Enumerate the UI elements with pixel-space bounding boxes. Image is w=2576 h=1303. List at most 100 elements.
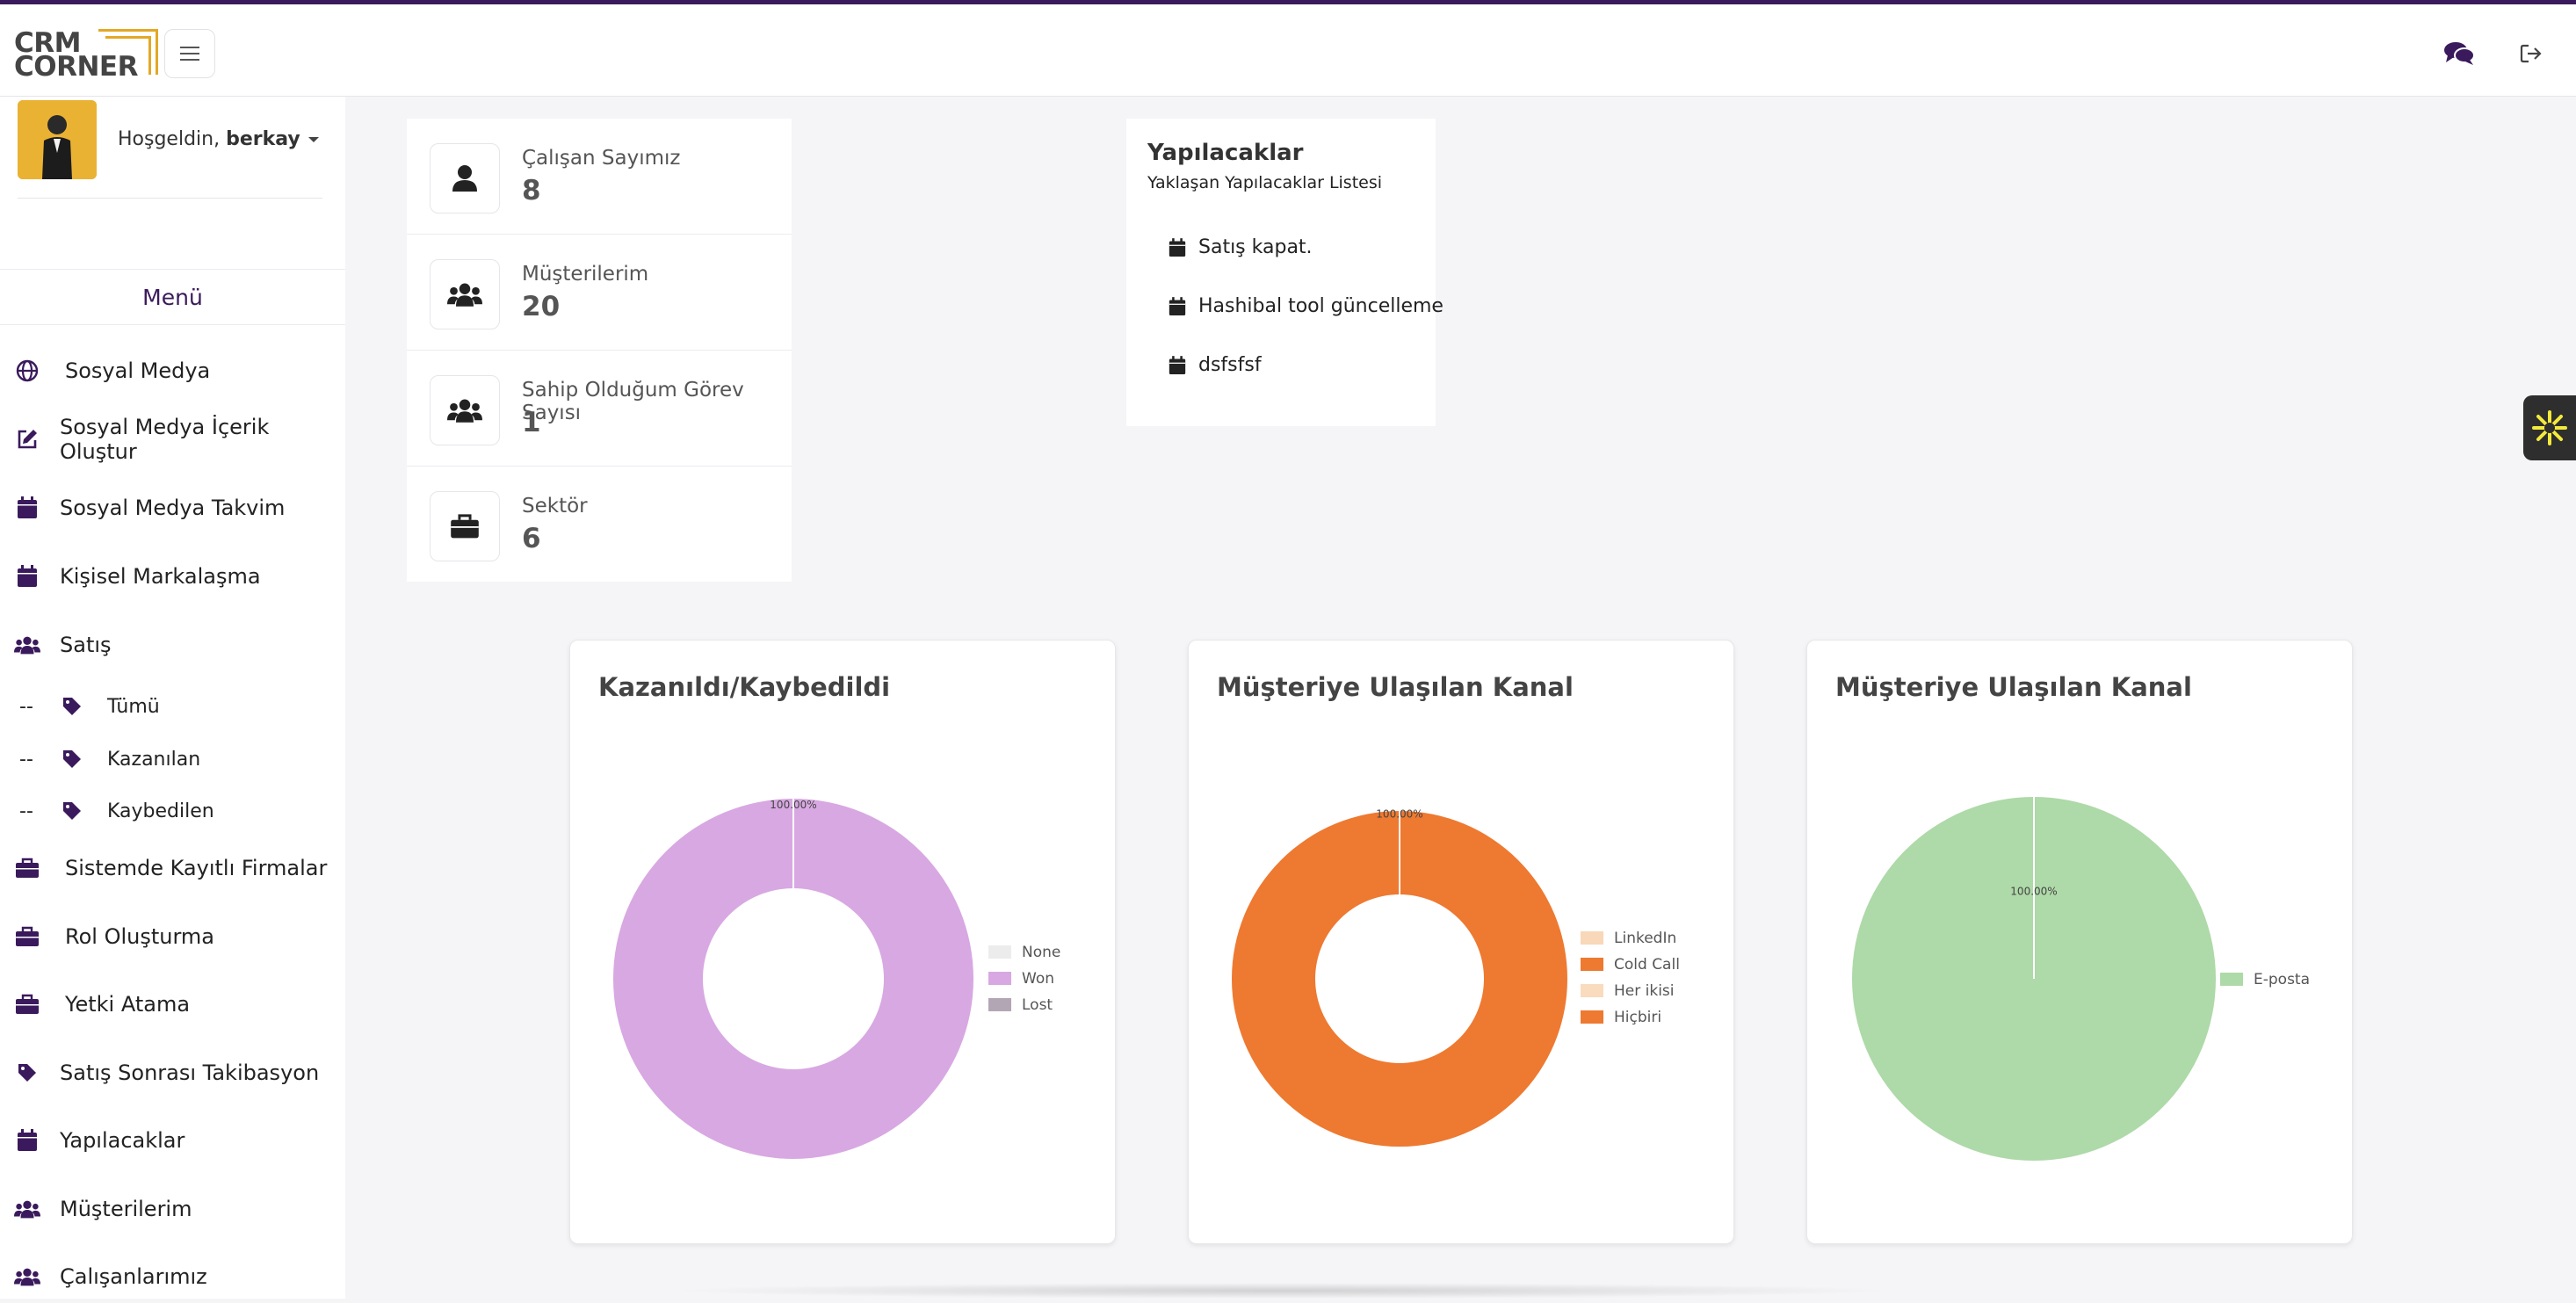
sub-label: Tümü bbox=[107, 696, 160, 718]
asterisk-icon bbox=[2532, 410, 2567, 445]
sidebar-item-kayitli-firmalar[interactable]: Sistemde Kayıtlı Firmalar bbox=[0, 842, 345, 894]
tag-icon bbox=[14, 1060, 40, 1086]
avatar bbox=[18, 100, 97, 179]
todo-item-text: Hashibal tool güncelleme bbox=[1198, 295, 1444, 317]
todo-item[interactable]: dsfsfsf bbox=[1169, 352, 1432, 382]
chart-card-kanal-2: Müşteriye Ulaşılan Kanal 100.00% E-posta bbox=[1806, 640, 2353, 1244]
user-dropdown[interactable]: Hoşgeldin, berkay bbox=[118, 128, 319, 150]
sidebar-item-satis-sonrasi[interactable]: Satış Sonrası Takibasyon bbox=[0, 1046, 345, 1099]
donut-hole bbox=[1315, 894, 1484, 1063]
users-icon bbox=[14, 632, 40, 658]
briefcase-icon bbox=[14, 855, 40, 881]
sidebar-item-label: Müşterilerim bbox=[60, 1197, 192, 1221]
sidebar-item-calisanlarimiz[interactable]: Çalışanlarımız bbox=[0, 1250, 345, 1303]
stat-sektor: Sektör 6 bbox=[407, 467, 792, 583]
legend-swatch bbox=[988, 972, 1011, 985]
calendar-icon bbox=[1169, 356, 1188, 377]
sidebar-item-rol-olusturma[interactable]: Rol Oluşturma bbox=[0, 910, 345, 963]
sidebar-subitem-kaybedilen[interactable]: -- Kaybedilen bbox=[0, 790, 345, 836]
sidebar-subitem-kazanilan[interactable]: -- Kazanılan bbox=[0, 738, 345, 784]
legend-label[interactable]: E-posta bbox=[2254, 971, 2310, 988]
legend-label[interactable]: Cold Call bbox=[1614, 956, 1680, 974]
legend-label[interactable]: Her ikisi bbox=[1614, 982, 1675, 1000]
edit-icon bbox=[14, 426, 40, 452]
stat-calisan-sayisi: Çalışan Sayımız 8 bbox=[407, 119, 792, 235]
bottom-shadow bbox=[668, 1283, 1898, 1299]
calendar-icon bbox=[14, 495, 40, 521]
comments-icon bbox=[2444, 42, 2475, 65]
chat-button[interactable] bbox=[2442, 36, 2477, 71]
sidebar-item-satis[interactable]: Satış bbox=[0, 619, 345, 671]
legend-label[interactable]: Lost bbox=[1022, 996, 1053, 1014]
sidebar-subitem-tumu[interactable]: -- Tümü bbox=[0, 685, 345, 731]
todo-item[interactable]: Hashibal tool güncelleme bbox=[1169, 293, 1444, 323]
donut-hole bbox=[703, 888, 884, 1069]
stat-value: 1 bbox=[522, 407, 541, 438]
user-panel: Hoşgeldin, berkay bbox=[18, 100, 322, 199]
chart-title: Kazanıldı/Kaybedildi bbox=[598, 672, 891, 702]
donut-chart-kanal: 100.00% LinkedIn Cold Call Her ikisi Hiçbiri bbox=[1232, 808, 1680, 1147]
legend-swatch bbox=[1581, 984, 1603, 997]
legend-label[interactable]: None bbox=[1022, 944, 1060, 961]
sidebar-item-yapilacaklar[interactable]: Yapılacaklar bbox=[0, 1114, 345, 1167]
data-label: 100.00% bbox=[2010, 886, 2057, 898]
sidebar-item-sosyal-medya[interactable]: Sosyal Medya bbox=[0, 344, 345, 397]
crm-corner-logo[interactable]: CRM CORNER bbox=[14, 27, 158, 83]
legend-label[interactable]: Won bbox=[1022, 970, 1054, 988]
users-icon bbox=[14, 1263, 40, 1290]
sidebar-item-icerik-olustur[interactable]: Sosyal Medya İçerik Oluştur bbox=[0, 413, 345, 466]
todo-title: Yapılacaklar bbox=[1147, 140, 1304, 166]
users-icon bbox=[14, 1196, 40, 1222]
sub-dash: -- bbox=[19, 696, 33, 718]
legend-swatch bbox=[988, 945, 1011, 959]
sub-dash: -- bbox=[19, 800, 33, 822]
legend-label[interactable]: Hiçbiri bbox=[1614, 1009, 1661, 1026]
users-icon bbox=[430, 375, 500, 445]
chart-card-kanal-1: Müşteriye Ulaşılan Kanal 100.00% LinkedIn… bbox=[1188, 640, 1734, 1244]
data-label: 100.00% bbox=[770, 799, 816, 811]
sidebar-item-label: Yetki Atama bbox=[65, 992, 191, 1017]
calendar-icon bbox=[14, 563, 40, 590]
todo-item-text: dsfsfsf bbox=[1198, 354, 1262, 376]
sidebar-item-yetki-atama[interactable]: Yetki Atama bbox=[0, 978, 345, 1031]
chart-title: Müşteriye Ulaşılan Kanal bbox=[1217, 672, 1574, 702]
legend-swatch bbox=[1581, 1010, 1603, 1024]
logout-button[interactable] bbox=[2514, 36, 2549, 71]
sidebar-item-label: Satış Sonrası Takibasyon bbox=[60, 1060, 320, 1085]
sign-out-icon bbox=[2520, 44, 2542, 63]
sidebar-item-musterilerim[interactable]: Müşterilerim bbox=[0, 1183, 345, 1235]
donut-chart-kazanildi: 100.00% None Won Lost bbox=[613, 799, 1060, 1159]
legend-swatch bbox=[988, 998, 1011, 1011]
tag-icon bbox=[62, 800, 84, 823]
legend-label[interactable]: LinkedIn bbox=[1614, 930, 1676, 947]
stat-label: Çalışan Sayımız bbox=[522, 147, 681, 170]
users-icon bbox=[430, 259, 500, 329]
tag-icon bbox=[62, 749, 84, 771]
calendar-icon bbox=[1169, 238, 1188, 259]
stat-label: Sektör bbox=[522, 495, 588, 518]
sidebar-item-label: Çalışanlarımız bbox=[60, 1264, 207, 1289]
menu-title: Menü bbox=[0, 269, 345, 325]
sidebar-item-label: Rol Oluşturma bbox=[65, 924, 215, 949]
sub-label: Kaybedilen bbox=[107, 800, 214, 822]
sidebar: Hoşgeldin, berkay Menü Sosyal Medya Sosy… bbox=[0, 97, 345, 1299]
sidebar-item-kisisel-markalasma[interactable]: Kişisel Markalaşma bbox=[0, 550, 345, 603]
briefcase-icon bbox=[14, 991, 40, 1017]
sidebar-item-takvim[interactable]: Sosyal Medya Takvim bbox=[0, 481, 345, 534]
logo-frame bbox=[98, 29, 158, 75]
todo-subtitle: Yaklaşan Yapılacaklar Listesi bbox=[1147, 173, 1383, 192]
globe-icon bbox=[14, 358, 40, 384]
stat-gorev-sayisi: Sahip Olduğum Görev Sayısı 1 bbox=[407, 351, 792, 467]
briefcase-icon bbox=[14, 923, 40, 950]
todo-item[interactable]: Satış kapat. bbox=[1169, 235, 1432, 264]
extension-widget-button[interactable] bbox=[2523, 395, 2576, 460]
stat-value: 20 bbox=[522, 291, 561, 322]
user-name: berkay bbox=[226, 128, 300, 150]
stat-label: Müşterilerim bbox=[522, 263, 649, 286]
logo-text-line2: CORNER bbox=[14, 51, 138, 83]
stat-value: 8 bbox=[522, 175, 541, 206]
hamburger-menu-button[interactable] bbox=[164, 29, 215, 78]
greeting-text: Hoşgeldin, bbox=[118, 128, 221, 150]
briefcase-icon bbox=[430, 491, 500, 561]
legend-swatch bbox=[2220, 973, 2243, 986]
